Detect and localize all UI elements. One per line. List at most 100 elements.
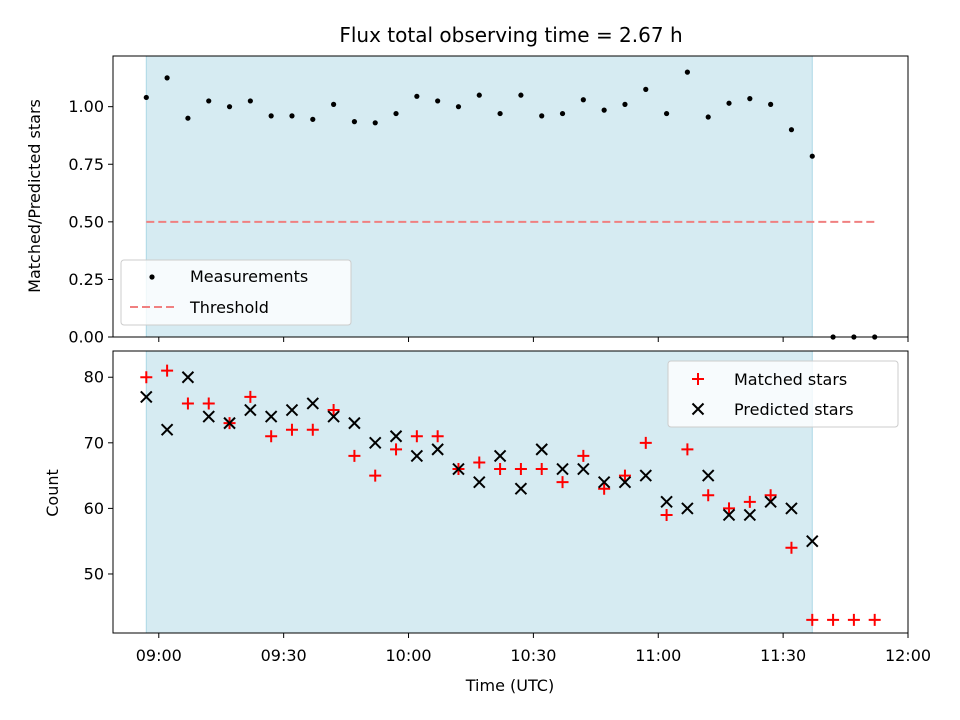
matched-star-point	[181, 397, 194, 410]
predicted-star-point	[264, 410, 278, 423]
matched-star-point	[660, 508, 673, 521]
matched-star-point	[868, 613, 881, 626]
measurement-point	[247, 98, 253, 104]
measurement-point	[143, 94, 149, 101]
predicted-star-point	[618, 475, 632, 489]
measurement-point	[476, 92, 482, 98]
measurement-point	[310, 116, 316, 122]
matched-star-point	[410, 430, 423, 443]
legend-marker-measurements	[149, 274, 155, 280]
bottom-y-tick-label: 80	[84, 368, 104, 387]
predicted-star-point	[785, 502, 798, 515]
matched-star-point	[348, 449, 361, 462]
top-panel: 0.00 0.25 0.50 0.75 1.00 Matched/Predicted s…	[25, 55, 909, 347]
predicted-star-point	[577, 462, 590, 476]
top-y-tick-label: 0.00	[68, 328, 104, 347]
predicted-star-point	[389, 430, 403, 443]
measurement-point	[580, 97, 586, 103]
matched-star-point	[806, 613, 819, 626]
predicted-star-point	[244, 403, 257, 417]
matched-star-point	[764, 489, 777, 502]
matched-star-point	[140, 371, 153, 384]
predicted-star-point	[140, 390, 153, 404]
matched-star-point	[618, 469, 631, 482]
measurement-point	[539, 113, 545, 119]
predicted-star-point	[327, 410, 340, 423]
predicted-star-point	[285, 403, 299, 417]
matched-star-point	[369, 469, 382, 482]
top-y-axis-label: Matched/Predicted stars	[25, 99, 44, 293]
measurement-point	[185, 115, 191, 121]
predicted-star-point	[369, 436, 382, 450]
matched-star-point	[431, 430, 444, 443]
measurement-point	[206, 98, 212, 104]
predicted-star-point	[597, 475, 611, 489]
predicted-star-point	[452, 462, 465, 476]
matched-star-point	[847, 613, 860, 626]
predicted-star-point	[806, 534, 819, 548]
bottom-x-tick-label: 09:30	[261, 646, 307, 665]
predicted-star-point	[556, 462, 569, 476]
measurement-point	[497, 110, 503, 117]
measurement-point	[351, 119, 358, 125]
matched-star-point	[785, 541, 798, 554]
matched-star-point	[598, 482, 611, 495]
measurement-point	[393, 110, 399, 117]
predicted-star-point	[743, 508, 757, 522]
measurement-point	[435, 98, 441, 104]
measurement-point	[663, 110, 670, 117]
bottom-x-tick-label: 09:00	[136, 646, 182, 665]
matched-star-point	[723, 502, 736, 515]
top-legend: Measurements Threshold	[120, 259, 352, 326]
predicted-star-point	[514, 482, 528, 495]
matched-star-point	[327, 404, 340, 417]
measurement-point	[726, 100, 732, 106]
matched-star-point	[285, 423, 298, 436]
top-y-tick-label: 0.75	[68, 155, 104, 174]
legend-marker-predicted	[691, 402, 705, 416]
matched-star-point	[702, 489, 715, 502]
matched-star-point	[577, 449, 590, 462]
matched-star-point	[514, 463, 527, 476]
predicted-star-point	[348, 416, 361, 430]
bottom-y-tick-label: 70	[84, 433, 104, 452]
measurement-point	[747, 96, 753, 102]
measurement-point	[684, 69, 690, 75]
matched-star-point	[639, 436, 652, 449]
measurement-point	[809, 153, 815, 159]
top-y-tick-label: 1.00	[68, 97, 104, 116]
matched-star-point	[556, 476, 569, 489]
measurement-point	[788, 127, 795, 133]
bottom-x-tick-label: 11:30	[760, 646, 806, 665]
predicted-star-point	[722, 508, 736, 522]
measurement-point	[331, 101, 337, 107]
chart-title: Flux total observing time = 2.67 h	[339, 23, 682, 47]
measurement-point	[268, 113, 274, 119]
predicted-star-point	[535, 443, 548, 456]
top-legend-box	[120, 259, 352, 326]
legend-label-threshold: Threshold	[189, 298, 269, 317]
bottom-plot-frame	[112, 350, 909, 634]
predicted-star-point	[473, 475, 486, 489]
predicted-star-point	[702, 469, 715, 482]
matched-star-point	[390, 443, 403, 456]
predicted-star-point	[181, 371, 195, 384]
predicted-star-point	[431, 443, 444, 456]
matched-star-point	[681, 443, 694, 456]
matched-star-point	[306, 423, 319, 436]
measurement-point	[601, 107, 607, 113]
bottom-y-tick-label: 50	[84, 564, 104, 583]
legend-marker-matched	[692, 373, 704, 385]
top-y-tick-label: 0.50	[68, 212, 104, 231]
matched-star-point	[265, 430, 278, 443]
measurement-point	[372, 120, 378, 126]
bottom-legend-box	[667, 360, 899, 428]
x-axis-label: Time (UTC)	[465, 676, 554, 695]
bottom-y-tick-label: 60	[84, 499, 104, 518]
top-y-tick-label: 0.25	[68, 270, 104, 289]
matched-star-point	[494, 463, 507, 476]
measurement-point	[164, 75, 170, 81]
measurement-point	[414, 93, 420, 99]
measurement-point	[622, 101, 628, 107]
bottom-x-tick-label: 11:00	[635, 646, 681, 665]
